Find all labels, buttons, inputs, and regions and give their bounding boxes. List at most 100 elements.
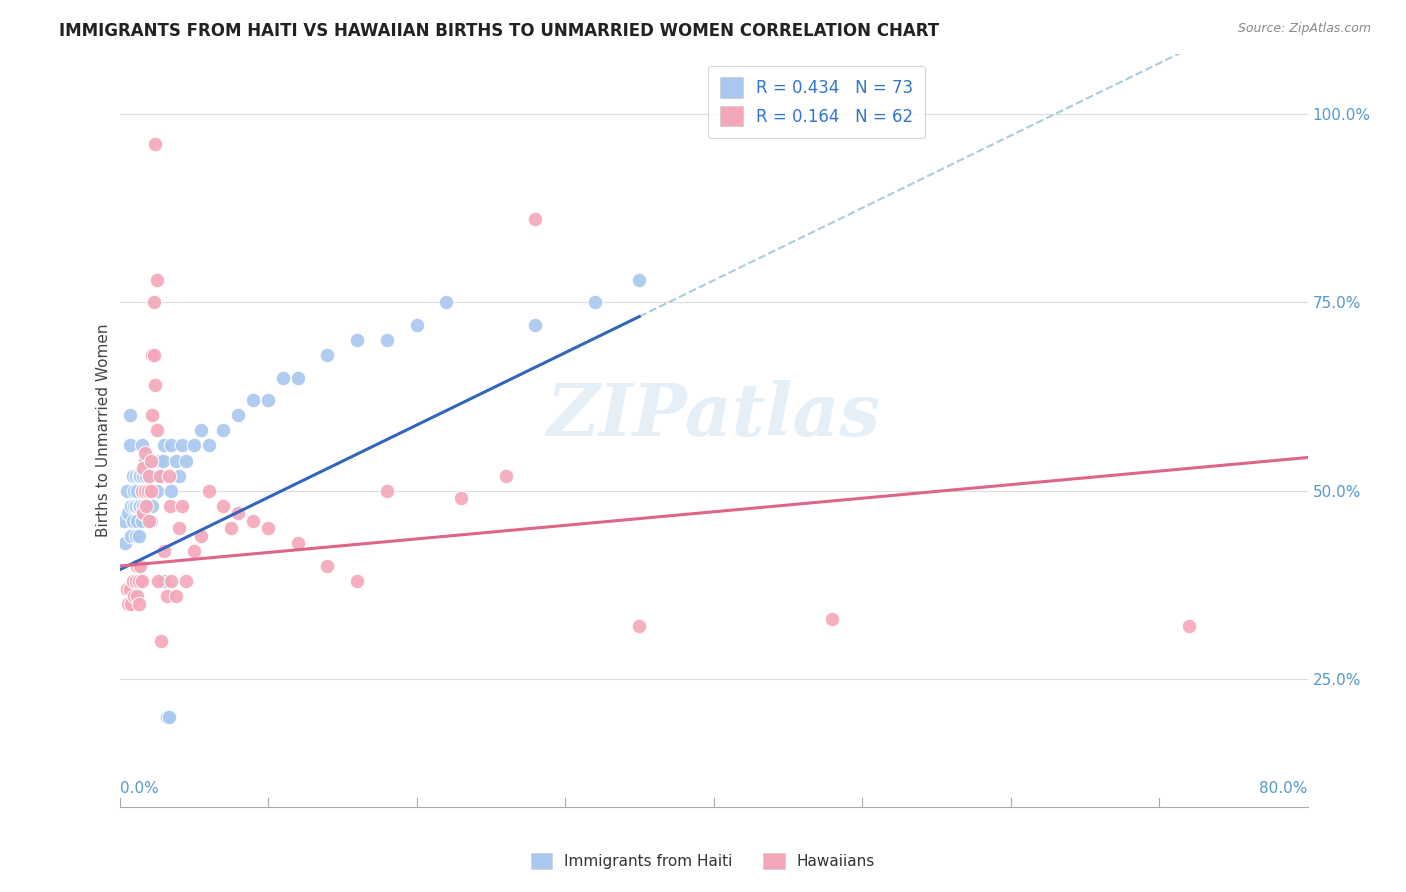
Point <box>141 468 163 483</box>
Point <box>129 468 152 483</box>
Point <box>138 468 160 483</box>
Point <box>153 544 176 558</box>
Point <box>117 506 139 520</box>
Point <box>271 370 294 384</box>
Point <box>495 468 517 483</box>
Point <box>131 574 153 589</box>
Point <box>197 438 219 452</box>
Point <box>124 483 146 498</box>
Point <box>183 438 205 452</box>
Point <box>160 483 183 498</box>
Point <box>197 483 219 498</box>
Point <box>183 544 205 558</box>
Point <box>146 468 169 483</box>
Point <box>150 634 173 648</box>
Point <box>134 483 156 498</box>
Point <box>628 273 651 287</box>
Point <box>124 589 146 603</box>
Text: Source: ZipAtlas.com: Source: ZipAtlas.com <box>1237 22 1371 36</box>
Point <box>131 438 153 452</box>
Point <box>132 499 155 513</box>
Point <box>132 468 155 483</box>
Point <box>212 499 235 513</box>
Point <box>136 483 159 498</box>
Point <box>157 710 180 724</box>
Point <box>143 378 166 392</box>
Point <box>139 483 162 498</box>
Point <box>176 574 198 589</box>
Legend: Immigrants from Haiti, Hawaiians: Immigrants from Haiti, Hawaiians <box>524 847 882 875</box>
Point <box>122 574 145 589</box>
Point <box>1178 619 1201 633</box>
Point <box>142 483 165 498</box>
Point <box>628 619 651 633</box>
Text: 80.0%: 80.0% <box>1260 780 1308 796</box>
Point <box>156 710 179 724</box>
Point <box>138 468 160 483</box>
Point <box>127 559 149 574</box>
Point <box>157 468 180 483</box>
Point <box>117 597 139 611</box>
Point <box>135 499 157 513</box>
Point <box>152 453 174 467</box>
Point <box>138 499 160 513</box>
Point <box>145 424 167 438</box>
Point <box>219 521 242 535</box>
Point <box>156 589 179 603</box>
Point <box>136 483 159 498</box>
Point <box>149 453 172 467</box>
Text: ZIPatlas: ZIPatlas <box>547 380 880 450</box>
Point <box>375 483 398 498</box>
Point <box>138 514 160 528</box>
Point <box>165 453 187 467</box>
Text: 0.0%: 0.0% <box>120 780 159 796</box>
Point <box>287 536 309 550</box>
Point <box>228 506 250 520</box>
Point <box>165 589 187 603</box>
Point <box>112 514 135 528</box>
Text: IMMIGRANTS FROM HAITI VS HAWAIIAN BIRTHS TO UNMARRIED WOMEN CORRELATION CHART: IMMIGRANTS FROM HAITI VS HAWAIIAN BIRTHS… <box>59 22 939 40</box>
Point <box>150 468 173 483</box>
Point <box>141 499 163 513</box>
Point <box>190 424 212 438</box>
Point <box>346 574 368 589</box>
Point <box>160 574 183 589</box>
Point <box>128 468 150 483</box>
Point <box>375 333 398 347</box>
Point <box>821 612 844 626</box>
Point <box>142 295 165 310</box>
Point <box>316 559 339 574</box>
Point <box>128 597 150 611</box>
Point <box>128 574 150 589</box>
Point <box>125 574 148 589</box>
Point <box>125 468 148 483</box>
Point <box>145 273 167 287</box>
Point <box>405 318 427 332</box>
Point <box>128 529 150 543</box>
Point <box>139 483 162 498</box>
Point <box>118 409 141 423</box>
Point <box>228 409 250 423</box>
Point <box>131 483 153 498</box>
Point <box>287 370 309 384</box>
Point <box>524 212 547 227</box>
Legend: R = 0.434   N = 73, R = 0.164   N = 62: R = 0.434 N = 73, R = 0.164 N = 62 <box>707 66 925 138</box>
Point <box>170 499 193 513</box>
Point <box>242 393 264 408</box>
Point <box>134 453 156 467</box>
Point <box>242 514 264 528</box>
Point <box>524 318 547 332</box>
Point <box>139 453 162 467</box>
Point <box>128 499 150 513</box>
Point <box>131 514 153 528</box>
Point <box>127 514 149 528</box>
Point <box>125 529 148 543</box>
Point <box>134 483 156 498</box>
Point <box>125 499 148 513</box>
Point <box>115 483 138 498</box>
Point <box>145 453 167 467</box>
Point <box>141 348 163 362</box>
Point <box>114 536 136 550</box>
Point <box>153 574 176 589</box>
Point <box>142 348 165 362</box>
